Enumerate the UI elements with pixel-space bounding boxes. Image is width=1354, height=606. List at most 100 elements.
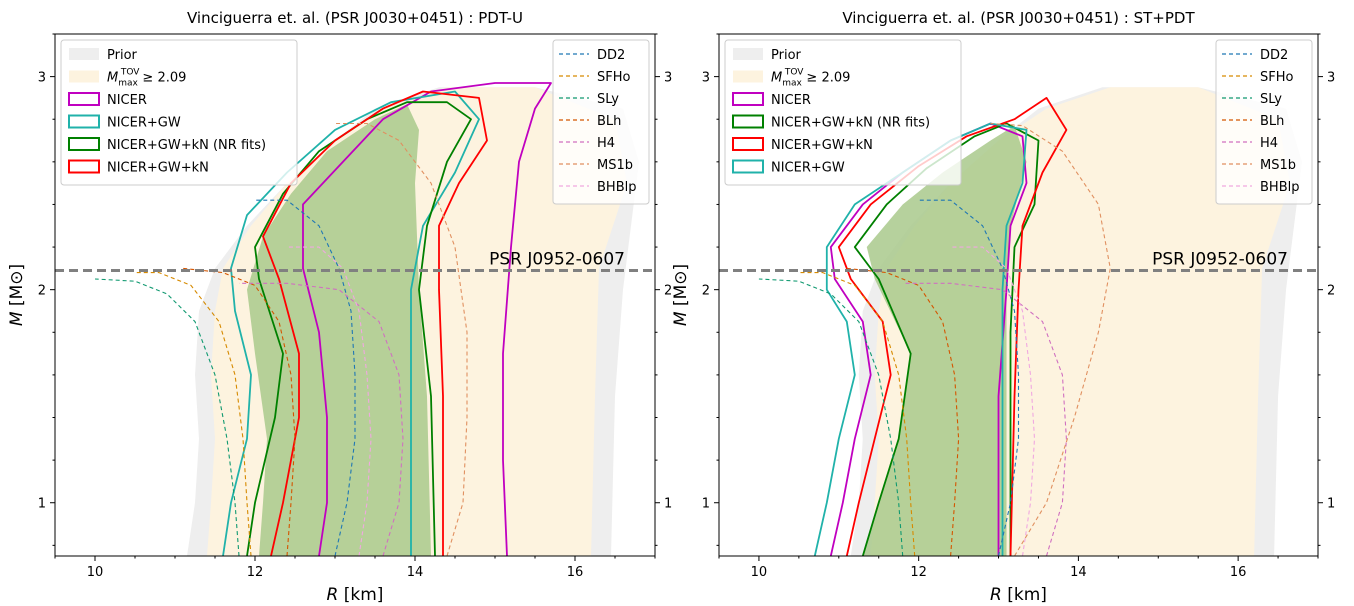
x-tick-label: 14: [1070, 565, 1087, 580]
legend-label: NICER+GW+kN (NR fits): [107, 138, 266, 153]
legend-label: SLy: [1260, 92, 1282, 107]
y-tick-label: 1: [702, 497, 710, 512]
legend-swatch: [732, 159, 764, 174]
legend-entry-nicer-gw: NICER+GW: [68, 114, 181, 131]
band-nicer-gw-kn-nr-fits-fill: [247, 104, 431, 556]
legend-entry-h4: H4: [559, 136, 615, 151]
legend-left: Prior MmaxTOV ≥ 2.09 NICER NICER+GW+kN (NR f…: [724, 39, 962, 186]
y-tick-label-right: 1: [1327, 497, 1335, 512]
legend-label: BLh: [1260, 114, 1284, 129]
y-tick-label-right: 2: [1327, 284, 1335, 299]
series-blh: [182, 267, 296, 556]
y-axis-label: M [M⊙]: [7, 264, 27, 326]
legend-label: NICER: [771, 93, 811, 108]
x-tick-label: 14: [407, 565, 424, 580]
series-h4: [239, 282, 404, 556]
legend-label: Prior: [771, 48, 802, 63]
legend-label: NICER+GW+kN (NR fits): [771, 116, 930, 131]
legend-entry-m-max-tov-2-09: MmaxTOV ≥ 2.09: [733, 68, 850, 89]
legend-swatch: [733, 48, 763, 60]
series-sly: [758, 278, 904, 556]
legend-label: MmaxTOV ≥ 2.09: [771, 68, 850, 89]
y-tick-label-right: 1: [664, 497, 672, 512]
x-tick-label: 16: [567, 565, 584, 580]
x-tick-label: 10: [751, 565, 768, 580]
legend-swatch: [69, 48, 99, 60]
y-tick-label-right: 2: [664, 284, 672, 299]
legend-label: NICER+GW: [107, 116, 181, 131]
legend-label: MS1b: [1260, 158, 1296, 173]
y-tick-label: 1: [38, 497, 46, 512]
legend-label: Prior: [107, 48, 138, 63]
x-tick-label: 16: [1230, 565, 1247, 580]
legend-entry-dd2: DD2: [1222, 48, 1288, 63]
series-bhblp: [287, 246, 372, 556]
legend-swatch: [68, 159, 100, 174]
series-sfho: [135, 272, 252, 556]
legend-entry-h4: H4: [1222, 136, 1278, 151]
y-tick-label: 3: [38, 71, 46, 86]
legend-label: NICER: [107, 93, 147, 108]
legend-entry-ms1b: MS1b: [1222, 158, 1296, 173]
legend-label: BHBlp: [597, 180, 636, 195]
plot-area: [758, 87, 1303, 556]
series-blh: [846, 267, 960, 556]
legend-swatch: [68, 137, 100, 151]
axes-frame: [54, 33, 656, 557]
legend-left-box: [724, 39, 962, 186]
legend-entry-sfho: SFHo: [559, 70, 631, 85]
legend-entry-ms1b: MS1b: [559, 158, 633, 173]
legend-entry-nicer: NICER: [68, 92, 147, 108]
legend-label: SFHo: [1260, 70, 1294, 85]
legend-entry-bhblp: BHBlp: [1222, 180, 1299, 195]
plot-area: [94, 82, 639, 556]
series-nicer: [302, 82, 552, 556]
series-nicer-gw-kn: [262, 90, 488, 556]
legend-entry-nicer-gw-kn-nr-fits: NICER+GW+kN (NR fits): [68, 137, 266, 153]
legend-entry-nicer-gw: NICER+GW: [732, 159, 845, 176]
x-axis-label: R [km]: [327, 585, 384, 605]
legend-swatch: [69, 70, 99, 83]
legend-label: SLy: [597, 92, 619, 107]
legend-left: Prior MmaxTOV ≥ 2.09 NICER NICER+GW NICER+GW+…: [60, 39, 298, 186]
legend-label: MmaxTOV ≥ 2.09: [107, 68, 186, 89]
legend-swatch: [68, 114, 100, 129]
series-sly: [94, 278, 240, 556]
legend-swatch: [732, 137, 764, 151]
legend-right: DD2 SFHo SLy BLh H4 MS1b BHBlp: [552, 39, 650, 205]
legend-swatch: [732, 92, 764, 106]
legend-entry-sly: SLy: [559, 92, 619, 107]
y-tick-label-right: 3: [664, 71, 672, 86]
x-tick-label: 12: [910, 565, 927, 580]
legend-entry-prior: Prior: [733, 48, 802, 63]
legend-right: DD2 SFHo SLy BLh H4 MS1b BHBlp: [1215, 39, 1313, 205]
y-tick-label-right: 3: [1327, 71, 1335, 86]
y-tick-label: 3: [702, 71, 710, 86]
legend-swatch: [732, 114, 764, 129]
legend-label: H4: [1260, 136, 1278, 151]
legend-entry-prior: Prior: [69, 48, 138, 63]
y-axis-label: M [M⊙]: [671, 264, 691, 326]
legend-label: NICER+GW+kN: [107, 161, 209, 176]
series-dd2: [255, 199, 356, 556]
series-nicer-gw: [222, 90, 480, 556]
legend-entry-sly: SLy: [1222, 92, 1282, 107]
legend-entry-blh: BLh: [559, 114, 621, 129]
legend-entry-nicer: NICER: [732, 92, 811, 108]
legend-label: BHBlp: [1260, 180, 1299, 195]
series-bhblp: [950, 246, 1036, 556]
legend-label: DD2: [597, 48, 625, 63]
y-tick-label: 2: [702, 284, 710, 299]
legend-label: MS1b: [597, 158, 633, 173]
legend-right-box: [552, 39, 650, 205]
legend-entry-sfho: SFHo: [1222, 70, 1294, 85]
legend-label: NICER+GW+kN: [771, 138, 873, 153]
legend-label: BLh: [597, 114, 621, 129]
legend-label: DD2: [1260, 48, 1288, 63]
chart-title: Vinciguerra et. al. (PSR J0030+0451) : P…: [187, 9, 523, 27]
legend-swatch: [68, 92, 100, 106]
legend-entry-m-max-tov-2-09: MmaxTOV ≥ 2.09: [69, 68, 186, 89]
legend-swatch: [733, 70, 763, 83]
